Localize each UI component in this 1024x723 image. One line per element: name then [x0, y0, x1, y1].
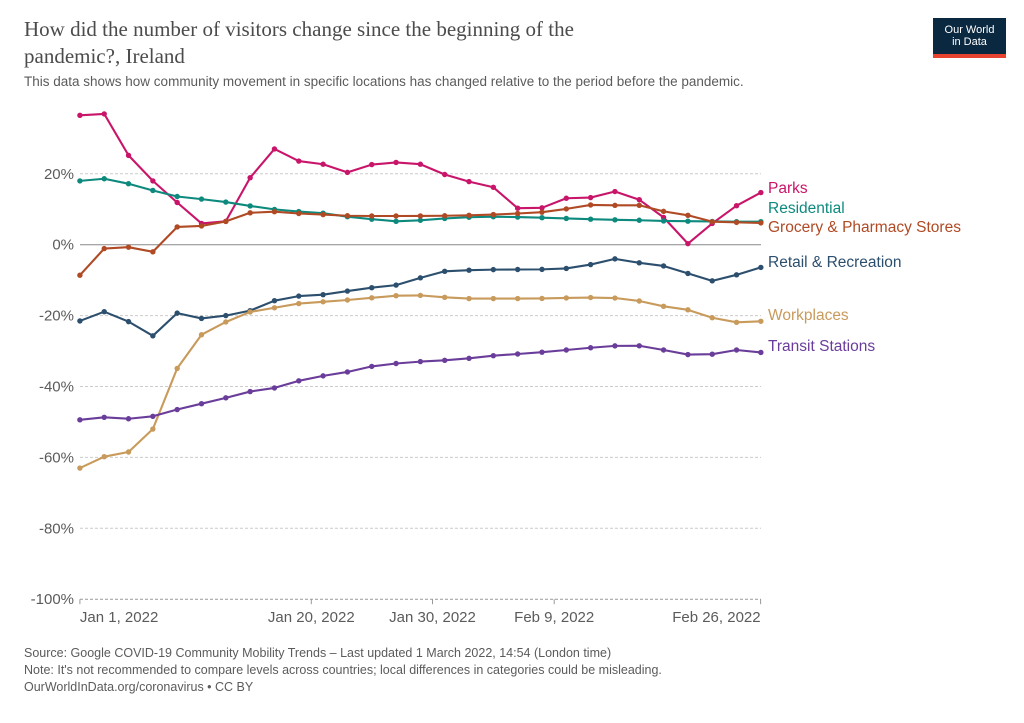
svg-text:-40%: -40%	[39, 379, 74, 396]
svg-text:Jan 30, 2022: Jan 30, 2022	[389, 609, 476, 626]
svg-text:Grocery & Pharmacy Stores: Grocery & Pharmacy Stores	[768, 219, 961, 236]
svg-text:Workplaces: Workplaces	[768, 307, 849, 324]
svg-text:Jan 1, 2022: Jan 1, 2022	[80, 609, 158, 626]
svg-text:20%: 20%	[44, 166, 74, 183]
svg-text:-80%: -80%	[39, 520, 74, 537]
svg-text:-20%: -20%	[39, 308, 74, 325]
svg-text:OurWorldInData.org/coronavirus: OurWorldInData.org/coronavirus • CC BY	[24, 680, 254, 694]
svg-text:Residential: Residential	[768, 200, 845, 217]
svg-text:0%: 0%	[52, 237, 74, 254]
svg-text:Feb 26, 2022: Feb 26, 2022	[672, 609, 760, 626]
svg-text:Retail & Recreation: Retail & Recreation	[768, 254, 902, 271]
svg-text:Jan 20, 2022: Jan 20, 2022	[268, 609, 355, 626]
svg-text:Parks: Parks	[768, 180, 808, 197]
svg-text:-60%: -60%	[39, 449, 74, 466]
svg-text:Transit Stations: Transit Stations	[768, 338, 875, 355]
svg-text:Feb 9, 2022: Feb 9, 2022	[514, 609, 594, 626]
svg-text:Note: It's not recommended to: Note: It's not recommended to compare le…	[24, 663, 662, 677]
svg-text:-100%: -100%	[31, 591, 74, 608]
svg-text:Source: Google COVID-19 Commun: Source: Google COVID-19 Community Mobili…	[24, 646, 611, 660]
